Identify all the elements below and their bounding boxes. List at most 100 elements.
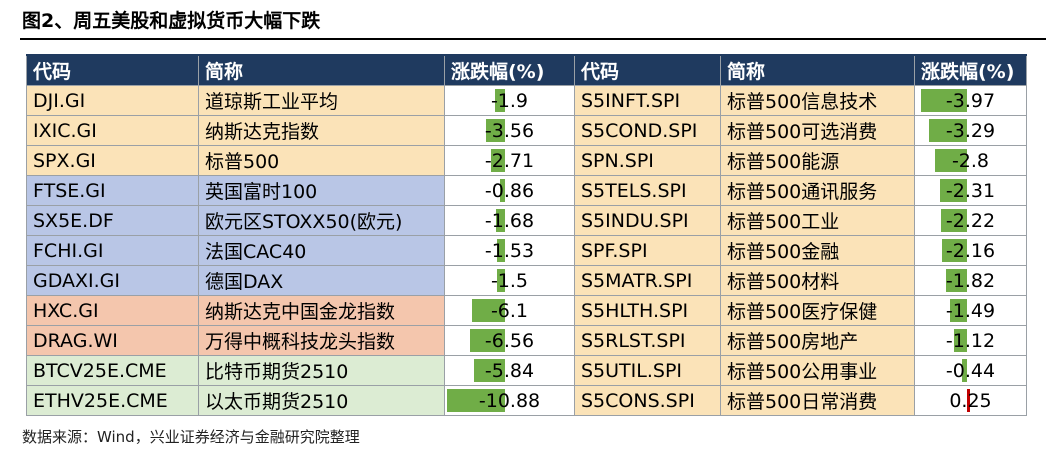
change-bar	[954, 329, 967, 352]
left-name-cell: 纳斯达克指数	[198, 115, 445, 146]
right-change-value: -2.8	[951, 149, 990, 172]
right-name-cell: 标普500能源	[720, 145, 915, 176]
left-change-cell: -5.84	[444, 355, 575, 386]
change-bar	[961, 359, 967, 382]
right-change-value: -1.82	[945, 269, 996, 292]
table-row: BTCV25E.CME 比特币期货2510 -5.84 S5UTIL.SPI 标普500…	[26, 355, 1027, 386]
left-code-cell: BTCV25E.CME	[26, 355, 199, 386]
right-code-cell: SPN.SPI	[574, 145, 721, 176]
right-change-cell: -2.22	[914, 205, 1027, 236]
right-code-cell: S5INDU.SPI	[574, 205, 721, 236]
left-code-cell: SPX.GI	[26, 145, 199, 176]
right-code-cell: S5HLTH.SPI	[574, 295, 721, 326]
right-change-cell: 0.25	[914, 385, 1027, 416]
left-name-cell: 纳斯达克中国金龙指数	[198, 295, 445, 326]
left-code-cell: FCHI.GI	[26, 235, 199, 266]
right-name-cell: 标普500日常消费	[720, 385, 915, 416]
right-name-cell: 标普500公用事业	[720, 355, 915, 386]
right-change-cell: -2.16	[914, 235, 1027, 266]
right-code-cell: S5RLST.SPI	[574, 325, 721, 356]
right-name-cell: 标普500工业	[720, 205, 915, 236]
right-change-value: -2.22	[945, 209, 996, 232]
header-code-right: 代码	[574, 54, 721, 86]
left-change-value: -6.56	[484, 329, 535, 352]
right-change-cell: -3.29	[914, 115, 1027, 146]
right-change-cell: -1.49	[914, 295, 1027, 326]
right-name-cell: 标普500材料	[720, 265, 915, 296]
left-change-value: -6.1	[490, 299, 529, 322]
change-bar	[472, 299, 505, 322]
change-bar	[500, 179, 505, 202]
source-note: 数据来源：Wind，兴业证券经济与金融研究院整理	[22, 428, 360, 446]
change-bar	[921, 89, 967, 112]
right-name-cell: 标普500房地产	[720, 325, 915, 356]
change-bar	[941, 239, 967, 262]
right-name-cell: 标普500可选消费	[720, 115, 915, 146]
table-row: FCHI.GI 法国CAC40 -1.53 SPF.SPI 标普500金融 -2.16	[26, 235, 1027, 266]
left-name-cell: 比特币期货2510	[198, 355, 445, 386]
change-bar	[496, 209, 505, 232]
title-rule	[20, 38, 1046, 40]
table-row: ETHV25E.CME 以太币期货2510 -10.88 S5CONS.SPI 标普50…	[26, 385, 1027, 416]
change-bar	[490, 149, 505, 172]
right-change-value: -3.29	[945, 119, 996, 142]
left-code-cell: HXC.GI	[26, 295, 199, 326]
left-change-cell: -1.5	[444, 265, 575, 296]
change-bar	[486, 119, 505, 142]
figure-title: 图2、周五美股和虚拟货币大幅下跌	[22, 10, 321, 32]
table-row: HXC.GI 纳斯达克中国金龙指数 -6.1 S5HLTH.SPI 标普500医疗保健 -…	[26, 295, 1027, 326]
header-name-right: 简称	[720, 54, 915, 86]
left-code-cell: SX5E.DF	[26, 205, 199, 236]
right-code-cell: SPF.SPI	[574, 235, 721, 266]
right-change-value: -2.16	[945, 239, 996, 262]
right-name-cell: 标普500医疗保健	[720, 295, 915, 326]
change-bar	[967, 389, 970, 412]
left-name-cell: 法国CAC40	[198, 235, 445, 266]
change-bar	[496, 239, 505, 262]
table-row: GDAXI.GI 德国DAX -1.5 S5MATR.SPI 标普500材料 -1.82	[26, 265, 1027, 296]
left-change-value: -1.5	[490, 269, 529, 292]
left-change-cell: -1.9	[444, 85, 575, 116]
change-bar	[497, 269, 505, 292]
left-change-cell: -6.56	[444, 325, 575, 356]
left-change-value: -1.68	[484, 209, 535, 232]
right-name-cell: 标普500金融	[720, 235, 915, 266]
left-name-cell: 欧元区STOXX50(欧元)	[198, 205, 445, 236]
change-bar	[470, 329, 505, 352]
table-row: DJI.GI 道琼斯工业平均 -1.9 S5INFT.SPI 标普500信息技术 -3.9…	[26, 85, 1027, 116]
left-change-value: -2.71	[484, 149, 535, 172]
change-table: 代码 简称 涨跌幅(%) 代码 简称 涨跌幅(%) DJI.GI 道琼斯工业平均 -…	[26, 54, 1027, 416]
left-name-cell: 以太币期货2510	[198, 385, 445, 416]
change-bar	[494, 89, 505, 112]
change-bar	[447, 389, 505, 412]
left-name-cell: 德国DAX	[198, 265, 445, 296]
change-bar	[945, 269, 967, 292]
left-change-cell: -1.53	[444, 235, 575, 266]
left-change-value: -0.86	[484, 179, 535, 202]
left-code-cell: ETHV25E.CME	[26, 385, 199, 416]
right-code-cell: S5CONS.SPI	[574, 385, 721, 416]
left-change-cell: -0.86	[444, 175, 575, 206]
change-bar	[934, 149, 967, 172]
right-change-cell: -1.12	[914, 325, 1027, 356]
right-code-cell: S5COND.SPI	[574, 115, 721, 146]
right-change-cell: -2.8	[914, 145, 1027, 176]
right-change-value: -1.12	[945, 329, 996, 352]
header-name: 简称	[198, 54, 445, 86]
left-change-cell: -6.1	[444, 295, 575, 326]
header-change: 涨跌幅(%)	[444, 54, 575, 86]
table-row: SPX.GI 标普500 -2.71 SPN.SPI 标普500能源 -2.8	[26, 145, 1027, 176]
right-change-value: -3.97	[945, 89, 996, 112]
left-change-value: -3.56	[484, 119, 535, 142]
change-bar	[928, 119, 967, 142]
table-row: DRAG.WI 万得中概科技龙头指数 -6.56 S5RLST.SPI 标普500房地产…	[26, 325, 1027, 356]
right-change-value: -0.44	[945, 359, 996, 382]
table-row: IXIC.GI 纳斯达克指数 -3.56 S5COND.SPI 标普500可选消费 -3.…	[26, 115, 1027, 146]
change-bar	[949, 299, 967, 322]
left-name-cell: 万得中概科技龙头指数	[198, 325, 445, 356]
right-change-cell: -0.44	[914, 355, 1027, 386]
change-bar	[940, 179, 967, 202]
table-row: FTSE.GI 英国富时100 -0.86 S5TELS.SPI 标普500通讯服务 -2…	[26, 175, 1027, 206]
left-change-value: -10.88	[478, 389, 541, 412]
right-change-cell: -3.97	[914, 85, 1027, 116]
